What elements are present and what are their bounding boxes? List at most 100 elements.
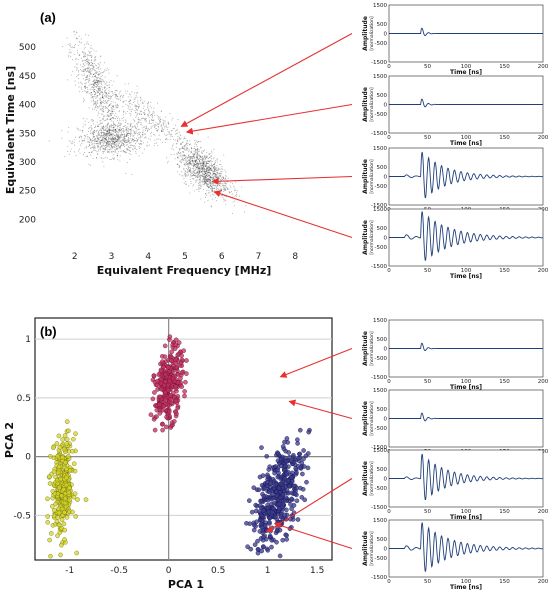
panel-a-point [216,161,218,163]
panel-a-point [115,133,118,136]
panel-b-point-series-1 [150,396,156,402]
panel-a-point [75,58,77,60]
panel-a-point [213,173,215,175]
panel-a-point [198,175,200,177]
panel-a-point [84,59,86,61]
panel-a-y-tick-label: 500 [19,43,36,53]
panel-a-point [176,163,178,166]
panel-a-point [166,134,168,136]
panel-b-point-series-2 [280,492,286,498]
panel-b-point-series-2 [251,485,257,491]
panel-a-point [92,84,94,86]
panel-a-point [207,170,209,172]
panel-a-point [117,138,119,140]
panel-a-point [203,167,205,170]
panel-a-point [114,146,116,149]
panel-a-point [88,128,90,130]
panel-a-point [99,80,101,82]
panel-a-point [84,86,86,88]
panel-a-point [132,135,134,137]
panel-a-point [203,170,205,173]
panel-a-point [134,125,136,127]
panel-a-point [95,157,98,159]
panel-a-point [97,132,99,134]
panel-a-point [109,119,111,121]
panel-a-point [112,137,114,139]
panel-a-point [102,88,104,91]
panel-a-point [101,101,103,103]
panel-a-point [204,158,207,160]
panel-a-point [202,169,204,171]
panel-a-point [98,138,100,140]
panel-a-point [105,132,107,134]
panel-b-point-series-0 [75,497,80,502]
panel-a-point [117,140,120,142]
panel-a-point [116,139,118,141]
panel-a-point [199,181,201,183]
panel-a-point [108,72,110,74]
panel-a-y-tick-label: 400 [19,101,36,111]
panel-a-point [95,106,97,109]
panel-a-point [208,168,211,170]
panel-a-point [186,147,188,149]
panel-a-point [124,137,126,139]
panel-a-point [94,138,96,140]
panel-a-point [83,56,85,58]
panel-a-point [172,144,174,146]
panel-a-point [115,148,117,150]
panel-a-point [84,56,86,58]
panel-a-point [194,160,196,163]
panel-a-point [144,118,146,120]
panel-a-point [203,173,205,175]
panel-a-point [82,63,84,65]
panel-a-point [223,200,225,202]
panel-a-point [91,151,93,153]
panel-a-point [110,134,112,136]
panel-a-point [116,75,118,77]
panel-a-point [220,172,222,174]
panel-a-point [98,80,100,82]
waveform-x-tick-label: 150 [499,135,510,141]
panel-a-point [200,146,202,148]
panel-a-point [151,117,154,119]
panel-a-point [188,162,190,164]
panel-a-point [121,141,123,143]
panel-a-point [108,149,110,151]
panel-a-point [107,140,109,143]
panel-a-point [153,112,155,114]
panel-a-point [101,157,103,159]
panel-a-point [116,106,118,108]
panel-a-point [102,117,104,119]
panel-a-point [152,125,154,127]
panel-a-point [206,163,208,165]
panel-a-point [195,160,197,162]
panel-a-point [203,174,206,176]
panel-a-point [198,157,201,159]
panel-a-point [115,141,117,143]
panel-a-point [223,154,225,156]
panel-b-point-series-0 [59,506,65,512]
panel-a-point [208,190,210,192]
panel-a-point [155,142,157,144]
panel-a-point [178,166,180,168]
panel-a-point [99,117,101,119]
panel-a-point [203,177,205,179]
panel-a-point [187,159,190,161]
panel-a-point [156,115,158,117]
panel-a-point [88,80,90,82]
panel-a-point [180,153,182,155]
panel-a-point [202,156,204,158]
panel-a-point [135,152,137,155]
panel-a-point [206,170,208,172]
panel-a-point [203,177,205,179]
panel-a-point [138,121,140,123]
panel-a-point [120,129,122,131]
panel-a-point [117,98,119,100]
panel-a-point [187,173,189,175]
panel-a-point [161,127,163,129]
panel-a-point [97,125,99,127]
panel-a-point [140,110,142,112]
panel-a-point [98,90,100,92]
panel-a-point [119,140,121,142]
waveform-y-tick-label: 500 [377,165,388,171]
